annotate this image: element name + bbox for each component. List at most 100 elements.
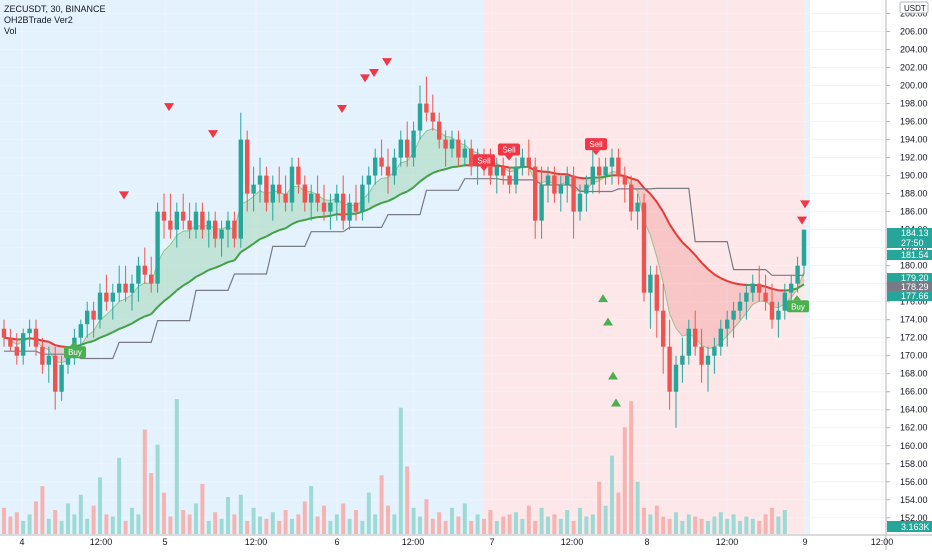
candle-body[interactable] (731, 311, 735, 320)
candle-body[interactable] (59, 365, 63, 392)
candle-body[interactable] (757, 284, 761, 293)
candle-body[interactable] (405, 140, 409, 158)
candle-body[interactable] (699, 347, 703, 365)
candle-body[interactable] (213, 221, 217, 239)
candle-body[interactable] (418, 104, 422, 131)
candle-body[interactable] (328, 203, 332, 212)
candle-body[interactable] (674, 365, 678, 392)
candle-body[interactable] (578, 194, 582, 212)
candle-body[interactable] (245, 140, 249, 194)
candle-body[interactable] (136, 266, 140, 284)
candle-body[interactable] (655, 275, 659, 311)
candle-body[interactable] (15, 347, 19, 356)
candle-body[interactable] (437, 122, 441, 140)
candle-body[interactable] (539, 185, 543, 221)
candle-body[interactable] (98, 293, 102, 320)
candle-body[interactable] (802, 230, 806, 266)
candle-body[interactable] (187, 221, 191, 230)
candle-body[interactable] (501, 167, 505, 176)
candle-body[interactable] (712, 347, 716, 356)
candle-body[interactable] (367, 176, 371, 185)
candle-body[interactable] (687, 329, 691, 356)
candle-body[interactable] (789, 284, 793, 293)
candle-body[interactable] (162, 212, 166, 221)
candle-body[interactable] (488, 167, 492, 176)
candle-body[interactable] (315, 194, 319, 203)
candle-body[interactable] (335, 194, 339, 203)
candle-body[interactable] (443, 140, 447, 149)
candle-body[interactable] (507, 176, 511, 185)
candle-body[interactable] (648, 275, 652, 293)
candle-body[interactable] (527, 158, 531, 167)
candle-body[interactable] (763, 293, 767, 302)
candle-body[interactable] (738, 302, 742, 311)
candle-body[interactable] (725, 320, 729, 329)
symbol-legend[interactable]: ZECUSDT, 30, BINANCE (4, 4, 106, 15)
candle-body[interactable] (175, 212, 179, 230)
candle-body[interactable] (661, 311, 665, 347)
candle-body[interactable] (392, 158, 396, 176)
candle-body[interactable] (379, 158, 383, 167)
candle-body[interactable] (591, 167, 595, 185)
candle-body[interactable] (571, 176, 575, 212)
candle-body[interactable] (559, 185, 563, 194)
candle-body[interactable] (450, 140, 454, 149)
candle-body[interactable] (40, 347, 44, 365)
candle-body[interactable] (8, 338, 12, 347)
candle-body[interactable] (104, 293, 108, 302)
candle-body[interactable] (456, 140, 460, 158)
candle-body[interactable] (751, 284, 755, 293)
candle-body[interactable] (271, 185, 275, 203)
candle-body[interactable] (181, 212, 185, 221)
indicator-legend-oh2b[interactable]: OH2BTrade Ver2 (4, 15, 106, 26)
candle-body[interactable] (309, 194, 313, 203)
candle-body[interactable] (623, 176, 627, 185)
candle-body[interactable] (680, 356, 684, 365)
candle-body[interactable] (399, 140, 403, 158)
candle-body[interactable] (296, 167, 300, 185)
candle-body[interactable] (207, 221, 211, 230)
candle-body[interactable] (53, 356, 57, 392)
candle-body[interactable] (514, 167, 518, 185)
candle-body[interactable] (603, 167, 607, 176)
candle-body[interactable] (149, 275, 153, 284)
candle-body[interactable] (239, 140, 243, 239)
candle-body[interactable] (47, 356, 51, 365)
candle-body[interactable] (130, 284, 134, 293)
candle-body[interactable] (79, 324, 83, 338)
candle-body[interactable] (706, 356, 710, 365)
candle-body[interactable] (117, 284, 121, 293)
candle-body[interactable] (565, 176, 569, 185)
candle-body[interactable] (495, 167, 499, 176)
candle-body[interactable] (226, 221, 230, 230)
candle-body[interactable] (360, 185, 364, 212)
candle-body[interactable] (469, 149, 473, 167)
candle-body[interactable] (200, 212, 204, 230)
candle-body[interactable] (776, 311, 780, 320)
candle-body[interactable] (341, 194, 345, 221)
candle-body[interactable] (123, 284, 127, 293)
candle-body[interactable] (34, 329, 38, 347)
candle-body[interactable] (168, 221, 172, 230)
candle-body[interactable] (277, 185, 281, 194)
candle-body[interactable] (303, 185, 307, 203)
candle-body[interactable] (373, 158, 377, 176)
candle-body[interactable] (91, 311, 95, 320)
candle-body[interactable] (27, 329, 31, 334)
candle-body[interactable] (744, 293, 748, 302)
candle-body[interactable] (463, 149, 467, 158)
candle-body[interactable] (795, 266, 799, 284)
candle-body[interactable] (322, 203, 326, 212)
candle-body[interactable] (85, 311, 89, 325)
candle-body[interactable] (347, 203, 351, 221)
candle-body[interactable] (584, 185, 588, 194)
candle-body[interactable] (219, 230, 223, 239)
candle-body[interactable] (629, 185, 633, 212)
candle-body[interactable] (520, 158, 524, 167)
candle-body[interactable] (194, 212, 198, 230)
candle-body[interactable] (783, 293, 787, 311)
candle-body[interactable] (290, 167, 294, 203)
candle-body[interactable] (552, 176, 556, 194)
